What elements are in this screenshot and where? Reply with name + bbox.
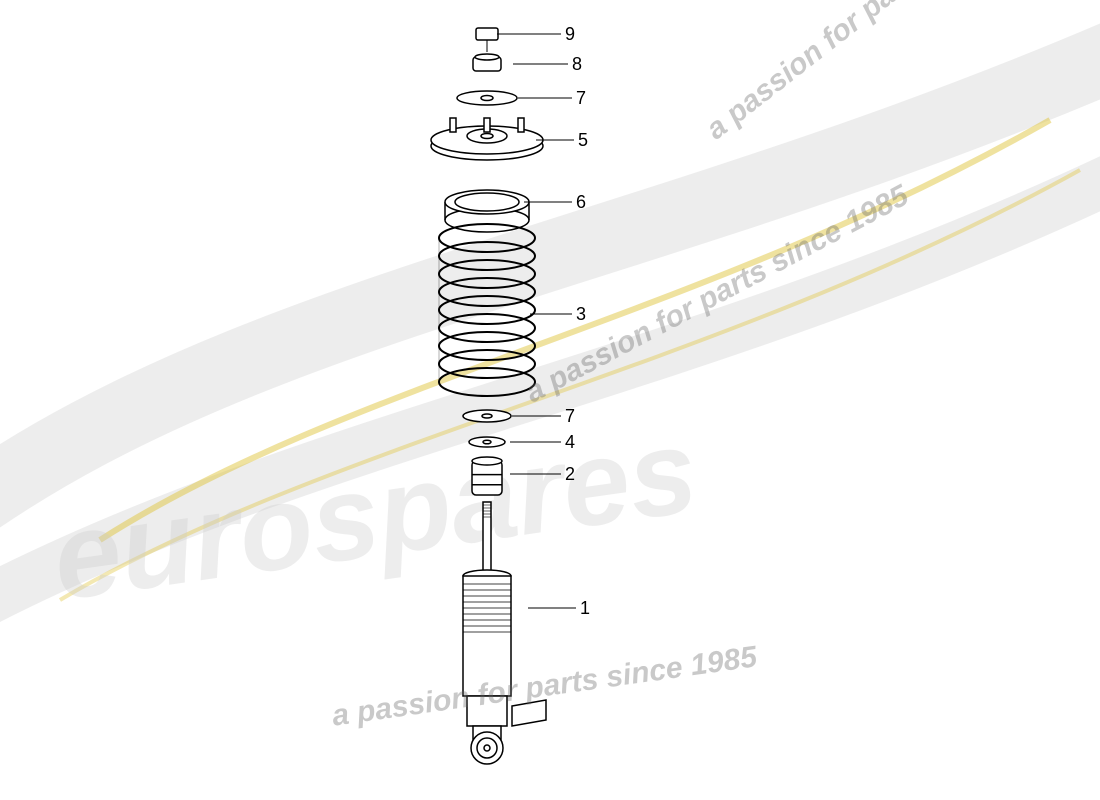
watermark-tagline: a passion for parts since 1985	[330, 640, 759, 733]
callout-8: 8	[572, 54, 582, 75]
callout-5: 5	[578, 130, 588, 151]
callout-2: 2	[565, 464, 575, 485]
callout-3: 3	[576, 304, 586, 325]
callout-7: 7	[576, 88, 586, 109]
callout-7: 7	[565, 406, 575, 427]
callout-6: 6	[576, 192, 586, 213]
callout-1: 1	[580, 598, 590, 619]
callout-4: 4	[565, 432, 575, 453]
callout-9: 9	[565, 24, 575, 45]
watermark-tagline: a passion for parts since 1985	[520, 179, 914, 410]
svg-text:eurospares: eurospares	[45, 403, 704, 626]
canvas: eurospares 9 8 7 5 6 3 7 4 2 1 a passion for part…	[0, 0, 1100, 800]
watermark-tagline: a passion for parts since 1985	[700, 0, 1059, 147]
